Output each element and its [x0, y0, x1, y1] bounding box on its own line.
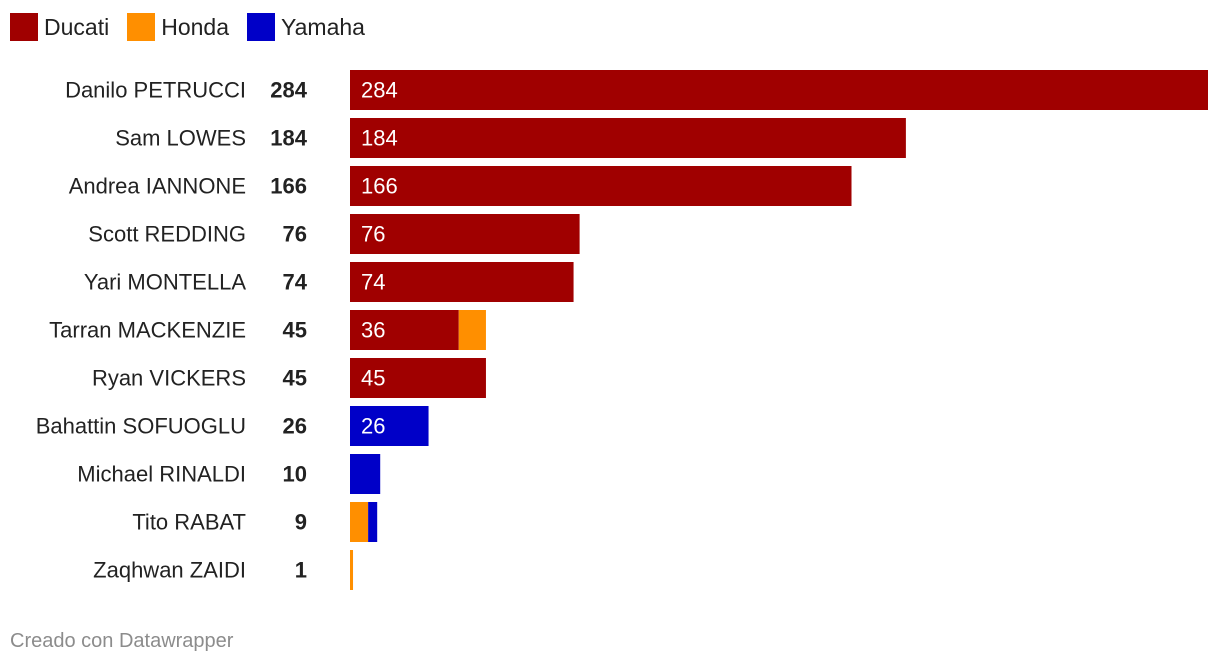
- total-label-scott-redding: 76: [283, 222, 307, 247]
- legend-swatch-yamaha: [246, 13, 275, 41]
- category-label-zaqhwan-zaidi: Zaqhwan ZAIDI: [93, 558, 246, 583]
- legend-label-honda: Honda: [161, 13, 229, 40]
- bar-value-label-danilo-petrucci: 284: [361, 78, 398, 103]
- category-label-scott-redding: Scott REDDING: [88, 222, 246, 247]
- total-label-yari-montella: 74: [283, 270, 308, 295]
- total-label-michael-rinaldi: 10: [283, 462, 307, 487]
- category-label-danilo-petrucci: Danilo PETRUCCI: [65, 78, 246, 103]
- bar-michael-rinaldi-yamaha: [350, 454, 381, 494]
- legend-item-yamaha: Yamaha: [246, 13, 365, 41]
- total-label-bahattin-sofuoglu: 26: [283, 414, 307, 439]
- bar-scott-redding-ducati: [350, 214, 580, 254]
- legend-item-ducati: Ducati: [10, 13, 109, 41]
- category-label-bahattin-sofuoglu: Bahattin SOFUOGLU: [36, 414, 246, 439]
- category-label-ryan-vickers: Ryan VICKERS: [92, 366, 246, 391]
- total-label-zaqhwan-zaidi: 1: [295, 558, 307, 583]
- bar-value-label-sam-lowes: 184: [361, 126, 398, 151]
- total-label-sam-lowes: 184: [270, 126, 307, 151]
- footer-credit: Creado con Datawrapper: [10, 630, 234, 652]
- bar-chart: Danilo PETRUCCI 284 284 Sam LOWES 184 184 Andr…: [36, 70, 1208, 590]
- bar-value-label-tarran-mackenzie: 36: [361, 318, 385, 343]
- bar-bahattin-sofuoglu-yamaha: [350, 406, 429, 446]
- category-label-yari-montella: Yari MONTELLA: [84, 270, 247, 295]
- bar-ryan-vickers-ducati: [350, 358, 486, 398]
- bar-tito-rabat-yamaha: [368, 502, 378, 542]
- bar-value-label-ryan-vickers: 45: [361, 366, 385, 391]
- chart-legend: Ducati Honda Yamaha: [10, 13, 383, 41]
- legend-label-yamaha: Yamaha: [280, 13, 365, 40]
- total-label-andrea-iannone: 166: [270, 174, 307, 199]
- category-label-tito-rabat: Tito RABAT: [132, 510, 246, 535]
- legend-swatch-honda: [127, 13, 156, 41]
- total-label-danilo-petrucci: 284: [270, 78, 307, 103]
- bar-tarran-mackenzie-honda: [458, 310, 486, 350]
- bar-value-label-yari-montella: 74: [361, 270, 385, 295]
- category-label-michael-rinaldi: Michael RINALDI: [77, 462, 246, 487]
- bar-value-label-scott-redding: 76: [361, 222, 385, 247]
- bar-sam-lowes-ducati: [350, 118, 906, 158]
- bar-tito-rabat-honda: [350, 502, 369, 542]
- category-label-tarran-mackenzie: Tarran MACKENZIE: [49, 318, 246, 343]
- bar-danilo-petrucci-ducati: [350, 70, 1208, 110]
- category-label-andrea-iannone: Andrea IANNONE: [69, 174, 246, 199]
- bar-value-label-bahattin-sofuoglu: 26: [361, 414, 385, 439]
- legend-swatch-ducati: [10, 13, 38, 41]
- total-label-tarran-mackenzie: 45: [283, 318, 307, 343]
- bar-tarran-mackenzie-ducati: [350, 310, 459, 350]
- bar-value-label-andrea-iannone: 166: [361, 174, 398, 199]
- category-label-sam-lowes: Sam LOWES: [115, 126, 246, 151]
- total-label-ryan-vickers: 45: [283, 366, 307, 391]
- bar-andrea-iannone-ducati: [350, 166, 852, 206]
- legend-item-honda: Honda: [127, 13, 229, 41]
- legend-label-ducati: Ducati: [44, 13, 110, 40]
- bar-zaqhwan-zaidi-honda: [350, 550, 354, 590]
- total-label-tito-rabat: 9: [295, 510, 307, 535]
- bar-yari-montella-ducati: [350, 262, 574, 302]
